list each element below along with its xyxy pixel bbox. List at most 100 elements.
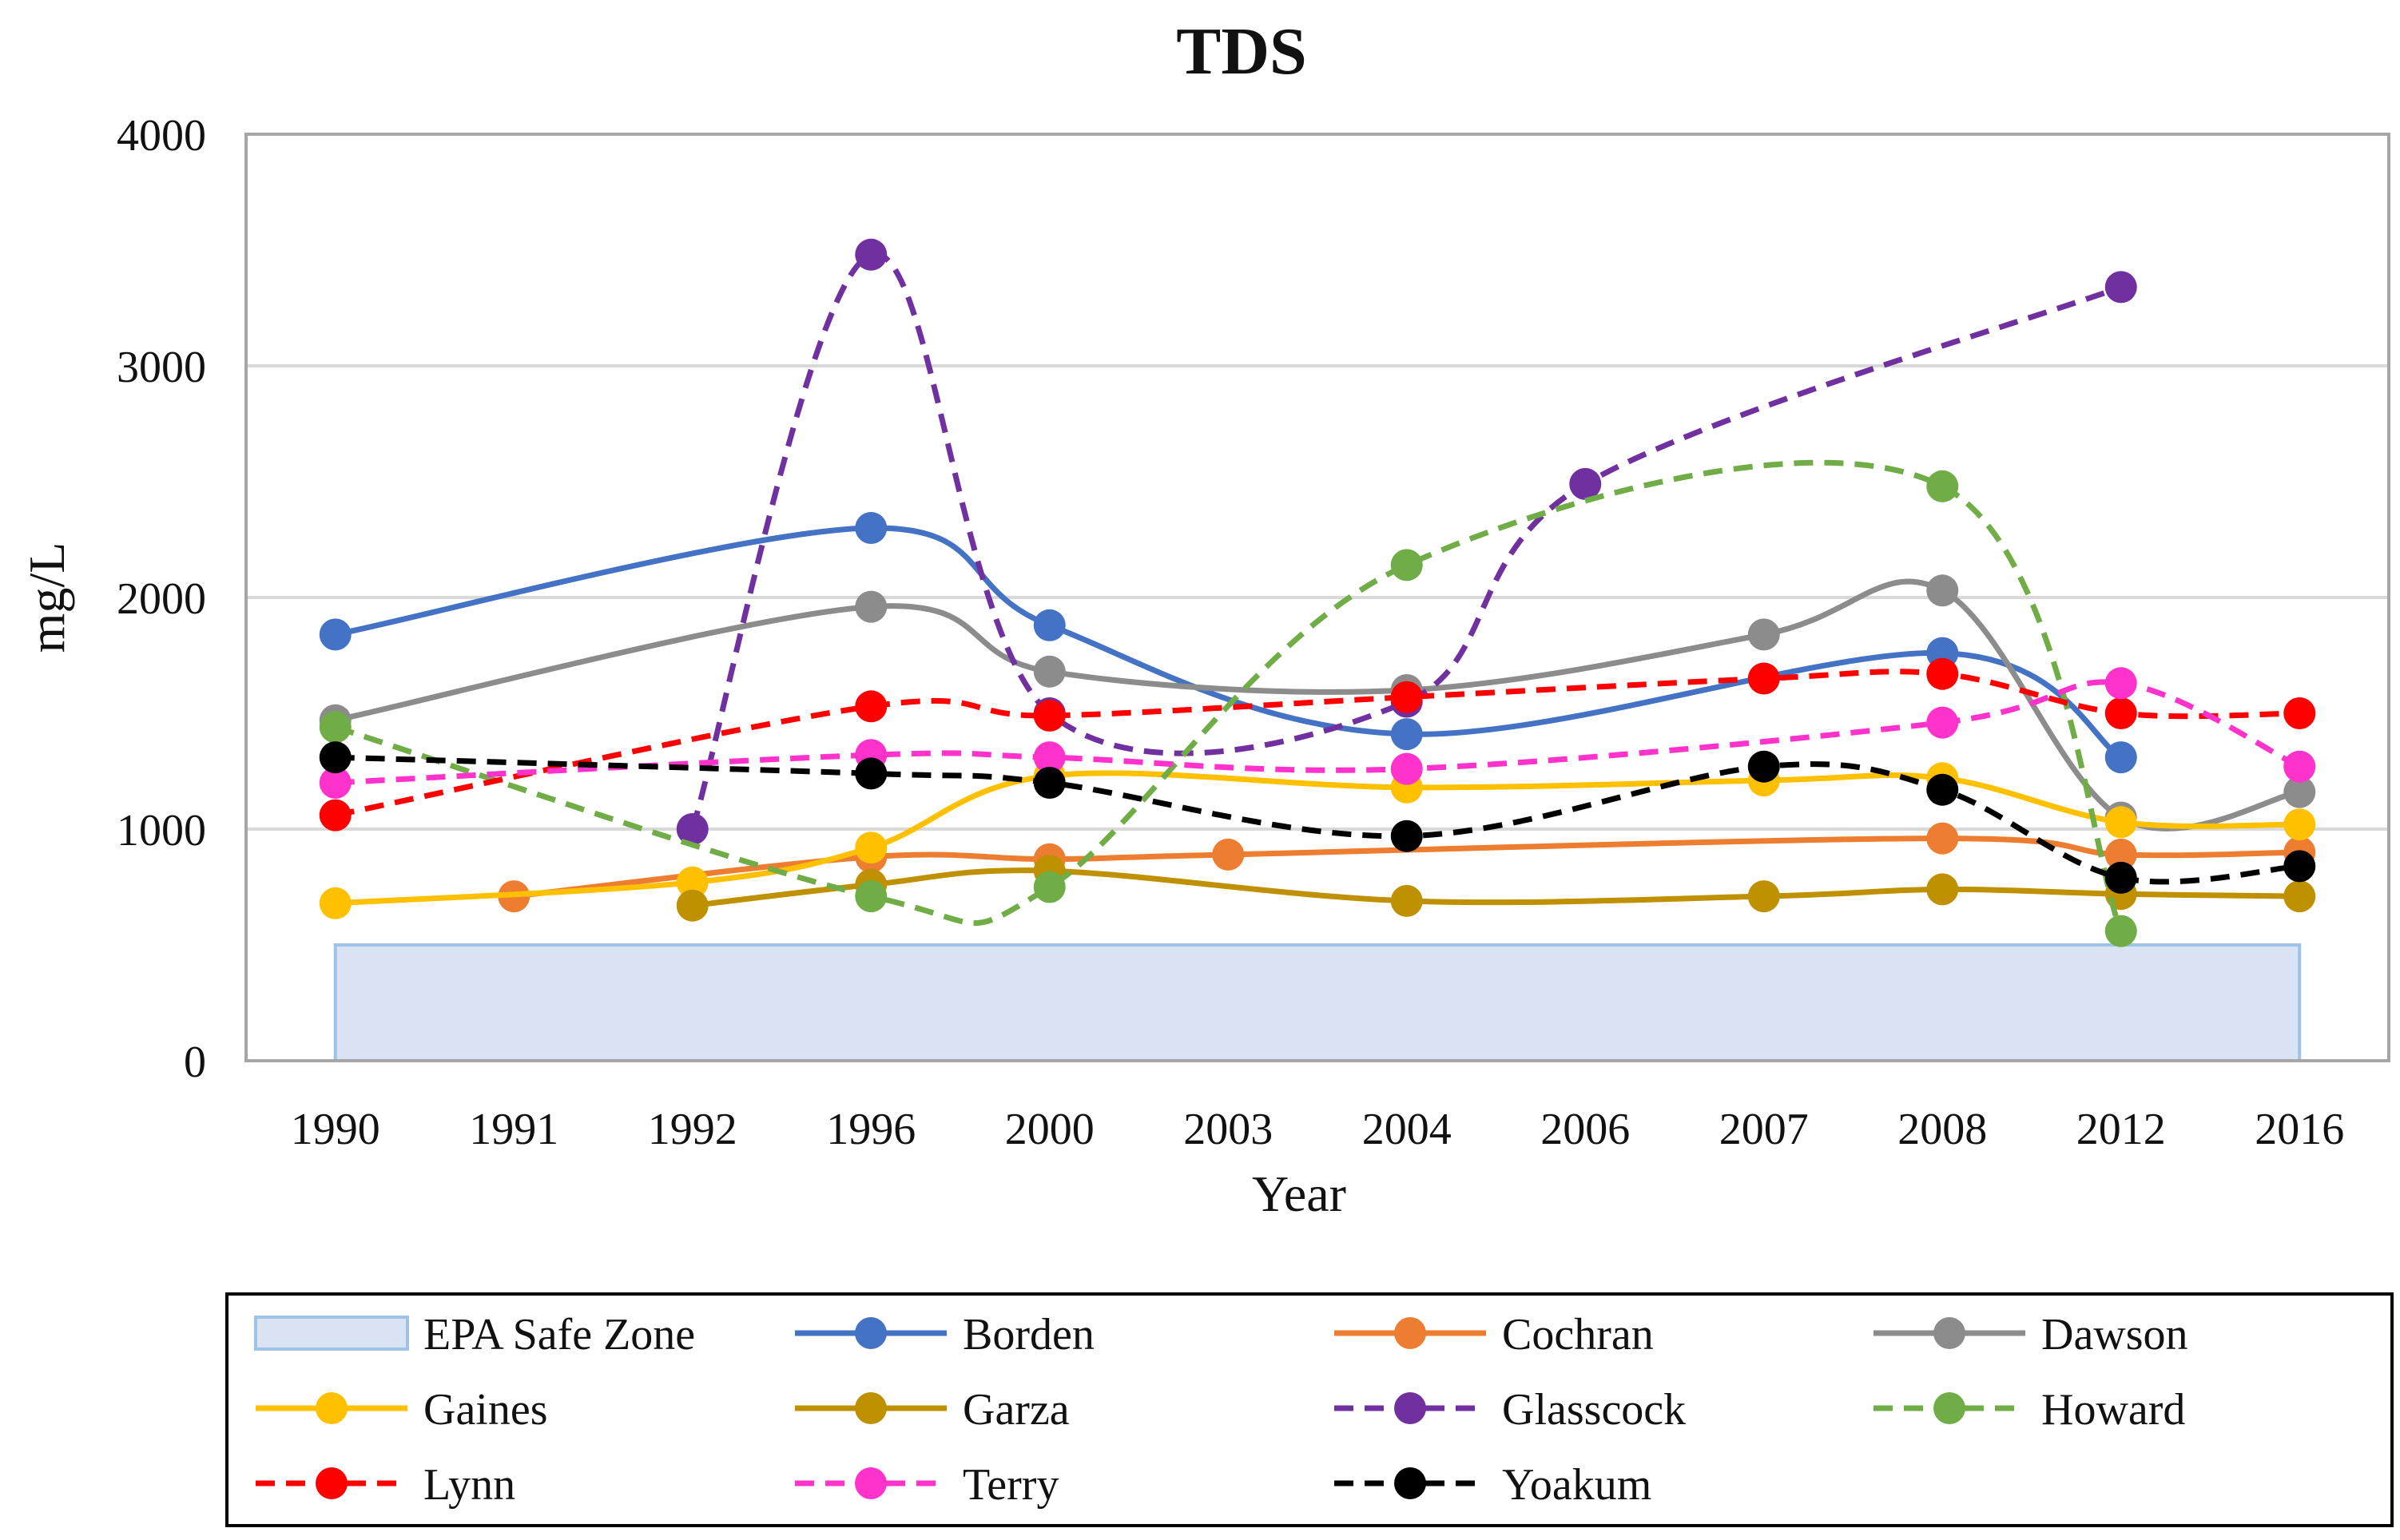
y-tick-label: 0	[184, 1038, 206, 1087]
x-axis-title: Year	[1252, 1165, 1346, 1222]
data-point-dawson	[1926, 574, 1959, 607]
legend-marker	[855, 1317, 887, 1349]
series-line-garza	[692, 867, 2300, 909]
series-line-terry	[335, 679, 2301, 786]
x-tick-label: 1992	[648, 1105, 737, 1154]
legend-item-terry: Terry	[795, 1460, 1059, 1510]
series-line-yoakum	[335, 754, 2300, 885]
data-point-gaines	[2104, 806, 2137, 839]
data-point-terry	[2104, 667, 2137, 700]
data-point-yoakum	[1033, 767, 1066, 799]
x-tick-label: 2012	[2076, 1105, 2166, 1154]
x-tick-label: 1996	[826, 1105, 916, 1154]
data-point-terry	[1033, 741, 1066, 774]
data-point-howard	[1926, 470, 1959, 502]
legend-item-howard: Howard	[1874, 1385, 2185, 1435]
y-tick-label: 1000	[117, 806, 206, 855]
data-point-yoakum	[319, 741, 352, 774]
legend-label: Gaines	[423, 1385, 548, 1435]
legend-swatch	[254, 1316, 409, 1351]
y-axis-tick-labels: 0 1000 2000 3000 4000	[117, 111, 206, 1087]
x-tick-label: 2016	[2255, 1105, 2344, 1154]
data-point-glasscock	[855, 238, 888, 271]
data-point-borden	[2104, 741, 2137, 774]
x-tick-label: 2003	[1183, 1105, 1273, 1154]
legend-label: Terry	[963, 1460, 1059, 1510]
chart-title: TDS	[1176, 14, 1306, 89]
data-point-terry	[319, 767, 352, 799]
data-point-lynn	[855, 690, 888, 723]
data-point-dawson	[2283, 776, 2316, 808]
data-point-yoakum	[1390, 820, 1423, 852]
legend-label: EPA Safe Zone	[423, 1310, 695, 1359]
legend-item-gaines: Gaines	[256, 1385, 548, 1435]
series-yoakum	[319, 741, 2316, 894]
data-point-lynn	[1926, 657, 1959, 690]
legend-item-yoakum: Yoakum	[1334, 1460, 1651, 1510]
legend-label: Glasscock	[1502, 1385, 1686, 1435]
data-point-yoakum	[855, 757, 888, 790]
data-point-howard	[1390, 549, 1423, 581]
plot-area-frame	[244, 133, 2390, 1062]
x-axis-tick-labels: 1990 1991 1992 1996 2000 2003 2004 2006 2007 2008…	[291, 1105, 2345, 1154]
series-howard	[319, 459, 2137, 947]
data-point-gaines	[319, 887, 352, 919]
data-point-terry	[1926, 706, 1959, 739]
series-line-gaines	[335, 770, 2300, 907]
data-point-gaines	[855, 832, 888, 864]
data-point-lynn	[319, 799, 352, 832]
x-tick-label: 2004	[1362, 1105, 1452, 1154]
data-point-borden	[319, 618, 352, 651]
x-tick-label: 2008	[1897, 1105, 1987, 1154]
legend-marker	[1933, 1317, 1965, 1349]
data-point-dawson	[855, 590, 888, 623]
data-point-terry	[2283, 750, 2316, 783]
legend-item-borden: Borden	[795, 1310, 1095, 1359]
data-point-gaines	[676, 866, 709, 899]
series-line-borden	[335, 525, 2123, 760]
data-point-yoakum	[1747, 750, 1780, 783]
legend-item-lynn: Lynn	[256, 1460, 515, 1510]
data-point-borden	[1390, 718, 1423, 751]
legend-marker	[855, 1392, 887, 1424]
legend-label: Garza	[963, 1385, 1070, 1435]
legend-marker	[316, 1392, 348, 1424]
data-point-garza	[1747, 880, 1780, 913]
legend-item-cochran: Cochran	[1334, 1310, 1654, 1359]
epa-safe-zone-band	[333, 943, 2302, 1062]
data-point-garza	[676, 889, 709, 922]
legend-marker	[855, 1467, 887, 1499]
legend-label: Lynn	[423, 1460, 515, 1510]
y-tick-label: 2000	[117, 574, 206, 624]
legend-label: Borden	[963, 1310, 1095, 1359]
legend-marker	[1394, 1467, 1426, 1499]
data-point-cochran	[1212, 838, 1245, 871]
x-tick-label: 2007	[1719, 1105, 1809, 1154]
data-point-yoakum	[2283, 850, 2316, 883]
series-line-glasscock	[689, 251, 2122, 831]
series-lines	[319, 238, 2316, 947]
data-point-lynn	[2283, 697, 2316, 729]
legend-item-epa-safe-zone: EPA Safe Zone	[254, 1310, 695, 1359]
x-tick-label: 2000	[1005, 1105, 1095, 1154]
legend-marker	[1933, 1392, 1965, 1424]
data-point-glasscock	[676, 813, 709, 845]
legend: EPA Safe Zone Borden Cochran Dawson Gaines Ga…	[225, 1292, 2394, 1527]
data-point-dawson	[1033, 655, 1066, 688]
data-point-terry	[1390, 752, 1423, 785]
legend-label: Howard	[2041, 1385, 2185, 1435]
legend-marker	[316, 1467, 348, 1499]
legend-item-dawson: Dawson	[1874, 1310, 2188, 1359]
legend-frame	[225, 1292, 2394, 1527]
data-point-garza	[2283, 880, 2316, 913]
data-point-garza	[1390, 884, 1423, 917]
data-point-yoakum	[1926, 773, 1959, 806]
legend-marker	[1394, 1317, 1426, 1349]
series-lynn	[319, 657, 2316, 832]
x-tick-label: 1990	[291, 1105, 380, 1154]
data-point-howard	[2104, 915, 2137, 947]
data-point-lynn	[1390, 681, 1423, 713]
x-tick-label: 1991	[469, 1105, 558, 1154]
legend-label: Cochran	[1502, 1310, 1654, 1359]
